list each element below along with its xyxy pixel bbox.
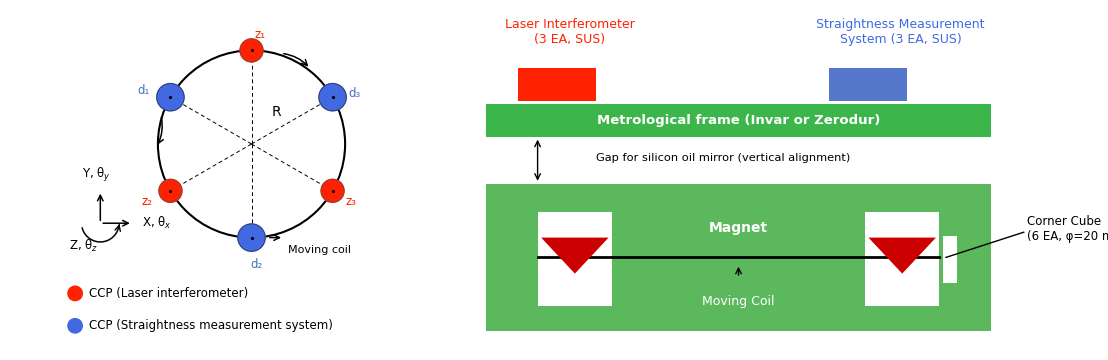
Bar (537, 212, 612, 306)
Bar (485, 104, 992, 137)
Text: Moving coil: Moving coil (287, 245, 350, 255)
Circle shape (68, 286, 82, 301)
Circle shape (240, 39, 263, 62)
Text: d₁: d₁ (137, 84, 150, 96)
Polygon shape (541, 238, 608, 274)
Text: X, θ$_x$: X, θ$_x$ (142, 215, 172, 231)
Circle shape (68, 319, 82, 333)
Text: Gap for silicon oil mirror (vertical alignment): Gap for silicon oil mirror (vertical ali… (596, 153, 850, 163)
Text: Magnet: Magnet (709, 221, 768, 235)
Circle shape (158, 179, 182, 202)
Text: z₁: z₁ (255, 28, 266, 41)
Text: Z, θ$_z$: Z, θ$_z$ (70, 238, 99, 254)
Bar (519, 68, 596, 101)
Text: Metrological frame (Invar or Zerodur): Metrological frame (Invar or Zerodur) (597, 114, 880, 127)
Text: CCP (Laser interferometer): CCP (Laser interferometer) (89, 287, 248, 300)
Text: Moving Coil: Moving Coil (702, 295, 774, 308)
Text: Straightness Measurement
System (3 EA, SUS): Straightness Measurement System (3 EA, S… (817, 18, 985, 46)
Text: d₃: d₃ (348, 87, 360, 100)
Text: R: R (271, 105, 281, 118)
Bar (865, 212, 940, 306)
Text: Corner Cube
(6 EA, φ=20 mm): Corner Cube (6 EA, φ=20 mm) (1027, 215, 1108, 243)
Polygon shape (869, 238, 936, 274)
Text: z₃: z₃ (345, 195, 356, 208)
Text: Laser Interferometer
(3 EA, SUS): Laser Interferometer (3 EA, SUS) (505, 18, 635, 46)
Bar (943, 236, 957, 283)
Circle shape (319, 84, 346, 111)
Text: Y, θ$_y$: Y, θ$_y$ (82, 166, 111, 184)
Bar (612, 212, 865, 306)
Circle shape (156, 84, 184, 111)
Bar (829, 68, 907, 101)
Text: CCP (Straightness measurement system): CCP (Straightness measurement system) (89, 319, 332, 332)
Circle shape (321, 179, 345, 202)
Circle shape (238, 224, 265, 251)
Text: d₂: d₂ (250, 258, 263, 271)
Bar (485, 184, 992, 331)
Text: z₂: z₂ (142, 195, 153, 208)
